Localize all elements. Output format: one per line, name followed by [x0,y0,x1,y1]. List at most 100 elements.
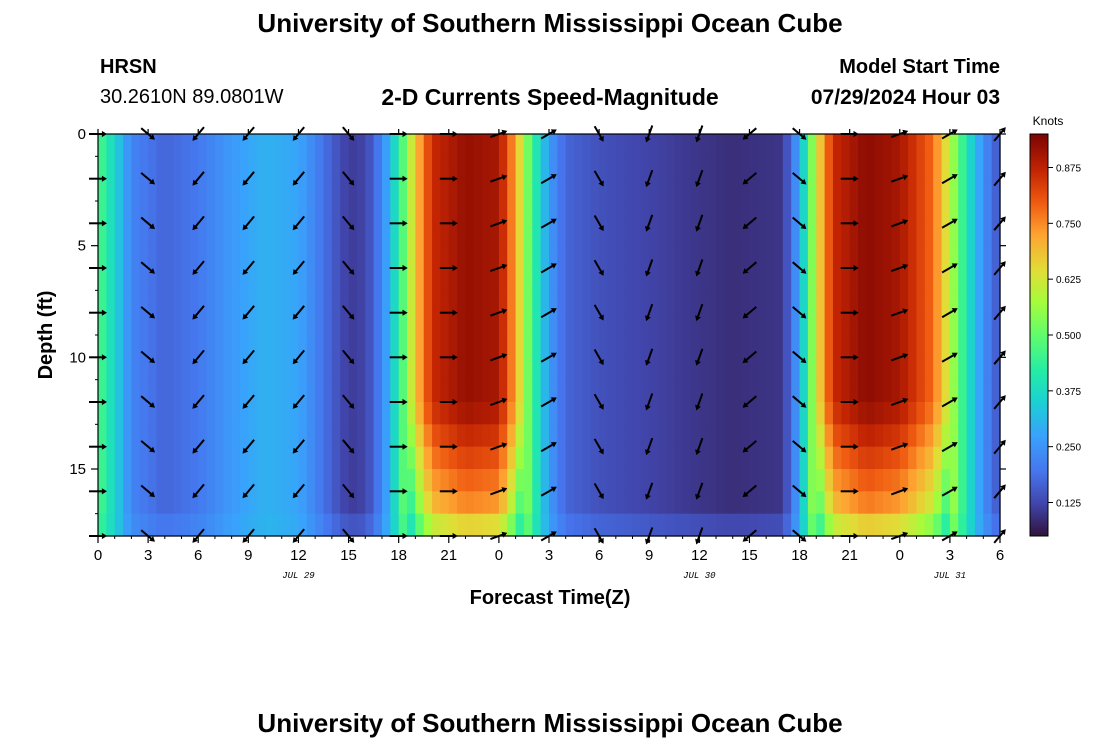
heatmap-cell [983,335,993,358]
heatmap-cell [457,402,467,425]
heatmap-cell [490,201,500,224]
heatmap-cell [315,223,325,247]
heatmap-cell [281,424,291,448]
heatmap-cell [532,178,542,202]
heatmap-cell [974,402,984,425]
heatmap-cell [315,446,325,470]
heatmap-cell [908,178,918,202]
heatmap-cell [799,446,809,470]
heatmap-cell [281,513,291,537]
heatmap-cell [482,424,492,448]
current-arrow [490,397,508,407]
heatmap-cell [741,379,751,403]
heatmap-cell [615,245,625,269]
heatmap-cell [924,312,934,336]
heatmap-cell [690,513,700,537]
heatmap-cell [858,290,867,314]
heatmap-cell [682,513,692,537]
heatmap-cell [874,178,884,202]
heatmap-cell [265,469,274,492]
heatmap-cell [290,379,300,403]
heatmap-cell [657,357,667,381]
heatmap-cell [782,201,792,224]
heatmap-cell [732,491,742,515]
heatmap-cell [624,156,634,180]
heatmap-cell [256,178,266,202]
heatmap-cell [423,223,433,247]
heatmap-cell [248,491,258,515]
heatmap-cell [949,469,959,492]
heatmap-cell [724,223,734,247]
heatmap-cell [448,268,458,291]
heatmap-cell [398,424,408,448]
heatmap-cell [615,513,625,537]
heatmap-cell [624,491,634,515]
heatmap-cell [807,201,817,224]
heatmap-cell [114,335,124,358]
heatmap-cell [665,178,675,202]
heatmap-cell [173,134,183,157]
heatmap-cell [657,513,667,537]
heatmap-cell [874,469,884,492]
heatmap-cell [757,446,767,470]
heatmap-cell [924,134,934,157]
heatmap-cell [807,223,817,247]
heatmap-cell [256,268,266,291]
heatmap-cell [256,513,266,537]
heatmap-cell [181,424,191,448]
heatmap-cell [924,469,934,492]
heatmap-cell [398,201,408,224]
heatmap-cell [448,312,458,336]
current-arrow [840,264,859,272]
heatmap-cell [507,268,517,291]
heatmap-cell [549,156,558,180]
heatmap-cell [239,290,249,314]
heatmap-cell [365,290,375,314]
heatmap-cell [565,156,575,180]
heatmap-cell [398,290,408,314]
heatmap-cell [674,223,684,247]
heatmap-cell [732,223,742,247]
heatmap-cell [156,268,166,291]
heatmap-cell [198,513,208,537]
heatmap-cell [239,379,249,403]
heatmap-cell [390,446,400,470]
heatmap-cell [515,513,525,537]
heatmap-cell [824,134,834,157]
heatmap-cell [490,290,500,314]
heatmap-cell [365,134,375,157]
heatmap-cell [164,446,174,470]
heatmap-cell [298,424,308,448]
heatmap-cell [624,290,634,314]
heatmap-cell [640,491,650,515]
heatmap-cell [991,312,1001,336]
current-arrow [993,484,1006,499]
heatmap-cell [523,469,533,492]
heatmap-cell [490,156,500,180]
heatmap-cell [782,290,792,314]
heatmap-cell [791,268,801,291]
heatmap-cell [298,312,308,336]
heatmap-cell [590,335,600,358]
heatmap-cell [265,245,274,269]
heatmap-cell [874,513,884,537]
heatmap-cell [824,402,834,425]
heatmap-cell [974,446,984,470]
current-arrow [490,219,508,228]
heatmap-cell [741,491,751,515]
station-id: HRSN [100,56,157,78]
heatmap-cell [624,223,634,247]
heatmap-cell [498,201,508,224]
current-arrow [389,443,408,450]
heatmap-cell [106,134,116,157]
heatmap-cell [465,513,475,537]
heatmap-cell [916,178,926,202]
heatmap-cell [181,379,191,403]
heatmap-cell [448,379,458,403]
heatmap-cell [98,357,107,381]
current-arrow [890,397,909,407]
heatmap-cell [674,178,684,202]
y-tick-label: 10 [69,349,86,366]
heatmap-cell [381,513,391,537]
heatmap-cell [532,290,542,314]
